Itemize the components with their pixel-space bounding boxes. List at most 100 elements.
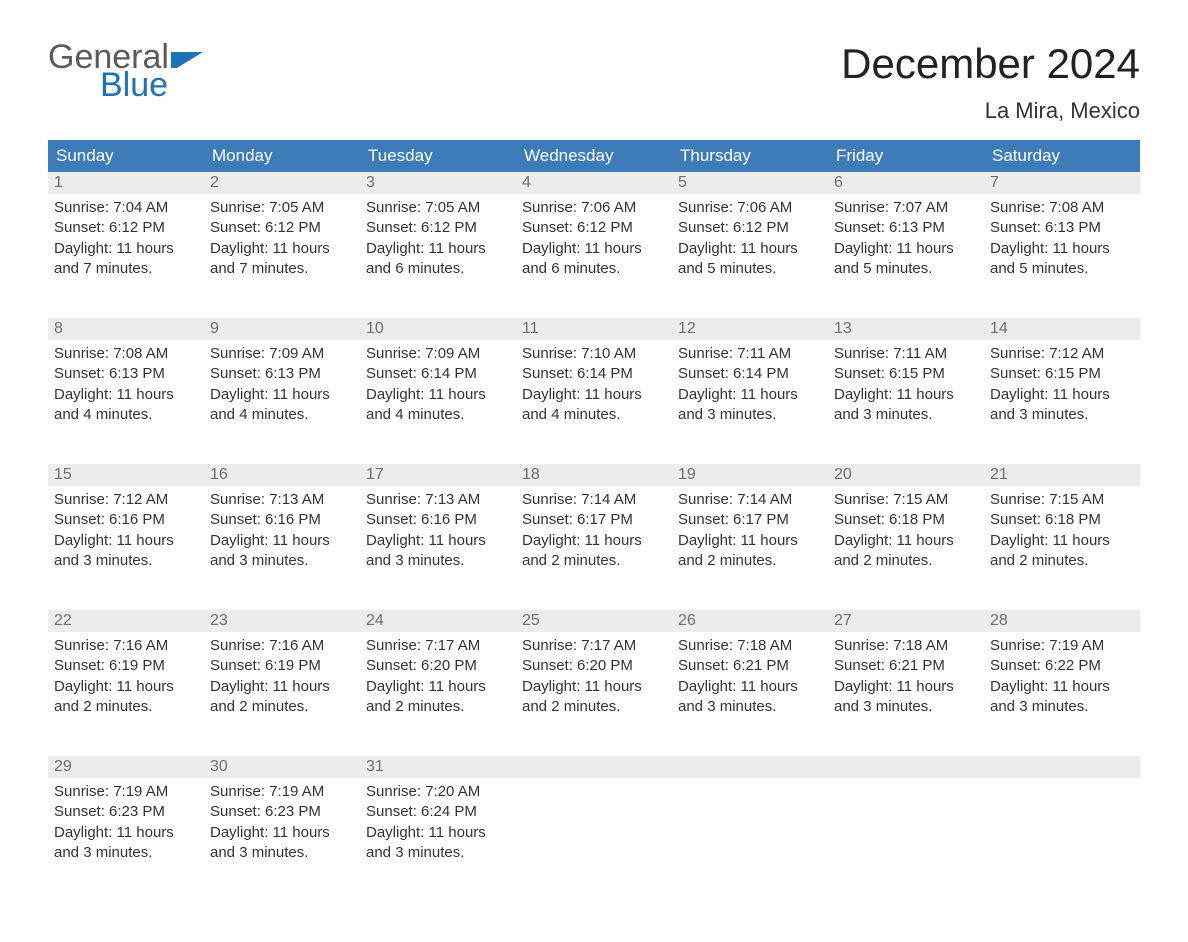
day-body: Sunrise: 7:12 AMSunset: 6:16 PMDaylight:… (48, 486, 204, 579)
day-number: 15 (48, 464, 204, 486)
sunset-line: Sunset: 6:15 PM (990, 364, 1134, 384)
day-body: Sunrise: 7:09 AMSunset: 6:13 PMDaylight:… (204, 340, 360, 433)
day-cell: Sunrise: 7:17 AMSunset: 6:20 PMDaylight:… (516, 632, 672, 756)
weekday-header: Tuesday (360, 140, 516, 172)
day-number: 6 (828, 172, 984, 194)
sunrise-line: Sunrise: 7:04 AM (54, 198, 198, 218)
daylight-line-2: and 5 minutes. (990, 259, 1134, 279)
daylight-line-1: Daylight: 11 hours (522, 531, 666, 551)
day-number-cell: 17 (360, 464, 516, 486)
sunset-line: Sunset: 6:12 PM (54, 218, 198, 238)
day-number: 21 (984, 464, 1140, 486)
sunrise-line: Sunrise: 7:06 AM (522, 198, 666, 218)
day-body: Sunrise: 7:18 AMSunset: 6:21 PMDaylight:… (672, 632, 828, 725)
sunrise-line: Sunrise: 7:09 AM (366, 344, 510, 364)
daylight-line-1: Daylight: 11 hours (834, 239, 978, 259)
daylight-line-2: and 2 minutes. (522, 697, 666, 717)
daylight-line-2: and 4 minutes. (210, 405, 354, 425)
day-body: Sunrise: 7:07 AMSunset: 6:13 PMDaylight:… (828, 194, 984, 287)
daylight-line-1: Daylight: 11 hours (366, 239, 510, 259)
sunrise-line: Sunrise: 7:10 AM (522, 344, 666, 364)
day-cell: Sunrise: 7:08 AMSunset: 6:13 PMDaylight:… (984, 194, 1140, 318)
day-cell: Sunrise: 7:09 AMSunset: 6:14 PMDaylight:… (360, 340, 516, 464)
sunrise-line: Sunrise: 7:13 AM (210, 490, 354, 510)
sunset-line: Sunset: 6:16 PM (366, 510, 510, 530)
daylight-line-1: Daylight: 11 hours (210, 531, 354, 551)
day-number-cell: 6 (828, 172, 984, 194)
day-body: Sunrise: 7:19 AMSunset: 6:22 PMDaylight:… (984, 632, 1140, 725)
day-number: 29 (48, 756, 204, 778)
day-number-cell: 4 (516, 172, 672, 194)
daylight-line-1: Daylight: 11 hours (54, 823, 198, 843)
day-cell: Sunrise: 7:09 AMSunset: 6:13 PMDaylight:… (204, 340, 360, 464)
sunset-line: Sunset: 6:14 PM (366, 364, 510, 384)
daylight-line-1: Daylight: 11 hours (834, 677, 978, 697)
daylight-line-1: Daylight: 11 hours (678, 677, 822, 697)
sunrise-line: Sunrise: 7:17 AM (522, 636, 666, 656)
daylight-line-2: and 2 minutes. (54, 697, 198, 717)
weekday-header: Saturday (984, 140, 1140, 172)
day-number: 5 (672, 172, 828, 194)
day-body: Sunrise: 7:05 AMSunset: 6:12 PMDaylight:… (360, 194, 516, 287)
day-number-cell: 16 (204, 464, 360, 486)
daylight-line-2: and 6 minutes. (366, 259, 510, 279)
day-number-cell: 22 (48, 610, 204, 632)
day-number-cell (672, 756, 828, 778)
day-cell: Sunrise: 7:19 AMSunset: 6:23 PMDaylight:… (204, 778, 360, 902)
daylight-line-1: Daylight: 11 hours (678, 385, 822, 405)
day-cell: Sunrise: 7:13 AMSunset: 6:16 PMDaylight:… (204, 486, 360, 610)
day-body: Sunrise: 7:15 AMSunset: 6:18 PMDaylight:… (828, 486, 984, 579)
sunset-line: Sunset: 6:20 PM (522, 656, 666, 676)
day-cell: Sunrise: 7:13 AMSunset: 6:16 PMDaylight:… (360, 486, 516, 610)
day-cell: Sunrise: 7:12 AMSunset: 6:15 PMDaylight:… (984, 340, 1140, 464)
day-body: Sunrise: 7:17 AMSunset: 6:20 PMDaylight:… (516, 632, 672, 725)
day-number-cell: 1 (48, 172, 204, 194)
sunset-line: Sunset: 6:12 PM (522, 218, 666, 238)
day-cell: Sunrise: 7:06 AMSunset: 6:12 PMDaylight:… (516, 194, 672, 318)
daylight-line-2: and 2 minutes. (210, 697, 354, 717)
daylight-line-2: and 3 minutes. (834, 697, 978, 717)
daylight-line-2: and 3 minutes. (990, 405, 1134, 425)
day-number-cell: 18 (516, 464, 672, 486)
weekday-header: Monday (204, 140, 360, 172)
day-cell: Sunrise: 7:16 AMSunset: 6:19 PMDaylight:… (48, 632, 204, 756)
day-number-cell: 23 (204, 610, 360, 632)
daylight-line-1: Daylight: 11 hours (678, 239, 822, 259)
daylight-line-1: Daylight: 11 hours (834, 531, 978, 551)
day-body: Sunrise: 7:08 AMSunset: 6:13 PMDaylight:… (984, 194, 1140, 287)
day-number-cell: 14 (984, 318, 1140, 340)
day-body: Sunrise: 7:08 AMSunset: 6:13 PMDaylight:… (48, 340, 204, 433)
day-cell: Sunrise: 7:15 AMSunset: 6:18 PMDaylight:… (984, 486, 1140, 610)
day-number-cell: 28 (984, 610, 1140, 632)
calendar-header-row: SundayMondayTuesdayWednesdayThursdayFrid… (48, 140, 1140, 172)
daylight-line-2: and 3 minutes. (834, 405, 978, 425)
sunrise-line: Sunrise: 7:19 AM (990, 636, 1134, 656)
sunset-line: Sunset: 6:17 PM (678, 510, 822, 530)
daylight-line-2: and 4 minutes. (366, 405, 510, 425)
day-number-cell: 13 (828, 318, 984, 340)
daylight-line-2: and 2 minutes. (990, 551, 1134, 571)
sunset-line: Sunset: 6:16 PM (210, 510, 354, 530)
day-number-cell (516, 756, 672, 778)
sunrise-line: Sunrise: 7:05 AM (366, 198, 510, 218)
day-cell: Sunrise: 7:11 AMSunset: 6:14 PMDaylight:… (672, 340, 828, 464)
day-body: Sunrise: 7:11 AMSunset: 6:14 PMDaylight:… (672, 340, 828, 433)
sunrise-line: Sunrise: 7:09 AM (210, 344, 354, 364)
sunset-line: Sunset: 6:24 PM (366, 802, 510, 822)
day-body: Sunrise: 7:06 AMSunset: 6:12 PMDaylight:… (672, 194, 828, 287)
sunrise-line: Sunrise: 7:19 AM (210, 782, 354, 802)
day-number-cell (984, 756, 1140, 778)
day-number: 11 (516, 318, 672, 340)
day-body: Sunrise: 7:09 AMSunset: 6:14 PMDaylight:… (360, 340, 516, 433)
daylight-line-2: and 3 minutes. (54, 843, 198, 863)
sunset-line: Sunset: 6:19 PM (210, 656, 354, 676)
sunrise-line: Sunrise: 7:20 AM (366, 782, 510, 802)
daylight-line-1: Daylight: 11 hours (54, 385, 198, 405)
day-number-cell (828, 756, 984, 778)
sunrise-line: Sunrise: 7:06 AM (678, 198, 822, 218)
calendar-table: SundayMondayTuesdayWednesdayThursdayFrid… (48, 140, 1140, 902)
daylight-line-2: and 4 minutes. (54, 405, 198, 425)
day-body: Sunrise: 7:13 AMSunset: 6:16 PMDaylight:… (204, 486, 360, 579)
sunset-line: Sunset: 6:21 PM (834, 656, 978, 676)
daylight-line-2: and 3 minutes. (990, 697, 1134, 717)
